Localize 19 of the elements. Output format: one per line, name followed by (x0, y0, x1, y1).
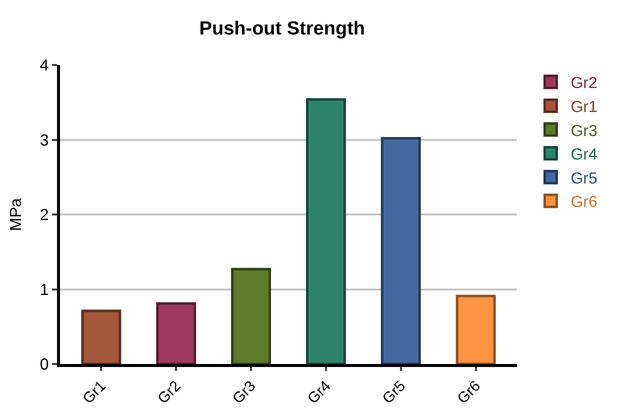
chart-title: Push-out Strength (199, 18, 365, 40)
x-tick-label: Gr5 (379, 378, 410, 408)
x-tick-label: Gr3 (229, 378, 260, 408)
y-axis-title: MPa (8, 198, 25, 231)
legend-label: Gr1 (570, 98, 598, 116)
legend-label: Gr6 (570, 194, 598, 212)
y-tick-label: 2 (40, 207, 49, 224)
x-tick-label: Gr4 (304, 378, 334, 408)
x-tick-label: Gr1 (80, 378, 110, 408)
y-tick-label: 0 (40, 356, 49, 374)
y-tick-label: 3 (40, 132, 49, 150)
legend-label: Gr4 (570, 146, 598, 164)
legend-label: Gr2 (570, 75, 598, 92)
legend-label: Gr5 (570, 170, 598, 188)
y-tick-label: 4 (40, 58, 49, 75)
x-tick-label: Gr6 (454, 378, 484, 408)
x-tick-label: Gr2 (154, 378, 184, 408)
legend-label: Gr3 (570, 122, 598, 140)
y-tick-label: 1 (40, 282, 49, 299)
